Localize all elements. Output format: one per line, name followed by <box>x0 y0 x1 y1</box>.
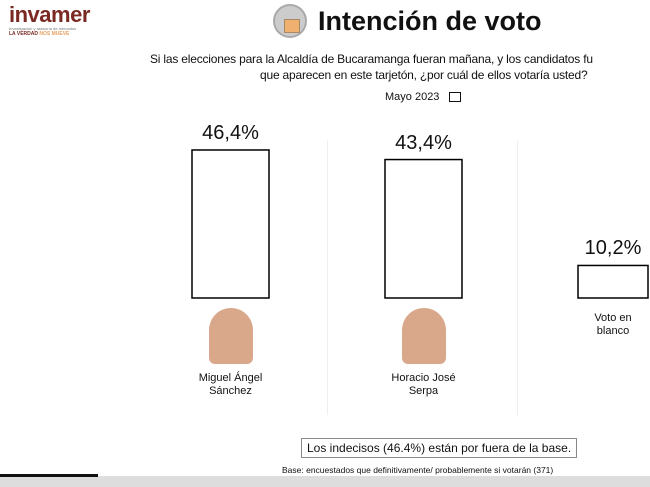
tagline-a: LA VERDAD <box>9 31 38 37</box>
bar <box>577 264 649 299</box>
data-label: 46,4% <box>202 121 259 144</box>
logo: invamer <box>9 2 90 27</box>
data-label: 10,2% <box>584 237 642 260</box>
category-label: Horacio José Serpa <box>391 372 456 397</box>
ballot-box-icon <box>273 4 307 38</box>
question-line-1: Si las elecciones para la Alcaldía de Bu… <box>150 52 593 66</box>
base-note: Base: encuestados que definitivamente/ p… <box>282 465 554 475</box>
question: Si las elecciones para la Alcaldía de Bu… <box>150 51 650 83</box>
category-label: Voto en blanco <box>594 312 632 337</box>
page-title: Intención de voto <box>318 6 542 36</box>
divider <box>517 140 518 415</box>
legend-swatch <box>449 92 461 102</box>
video-progress-bar[interactable] <box>0 476 650 487</box>
candidate-photo <box>208 308 253 364</box>
question-line-2: que aparecen en este tarjetón, ¿por cuál… <box>260 68 588 82</box>
legend-label: Mayo 2023 <box>385 91 440 103</box>
category-label: Miguel Ángel Sánchez <box>198 372 263 397</box>
tagline-b: NOS MUEVE <box>39 31 70 37</box>
candidate-photo <box>401 308 446 364</box>
logo-tagline: LA VERDAD NOS MUEVE <box>9 31 69 37</box>
bar <box>384 158 463 299</box>
logo-subtitle: Investigación y asesoría de mercados <box>9 26 77 31</box>
undecided-note: Los indecisos (46.4%) están por fuera de… <box>301 438 578 458</box>
divider <box>327 140 328 415</box>
data-label: 43,4% <box>395 131 452 154</box>
video-progress-fill[interactable] <box>0 474 98 477</box>
bar <box>191 149 270 299</box>
